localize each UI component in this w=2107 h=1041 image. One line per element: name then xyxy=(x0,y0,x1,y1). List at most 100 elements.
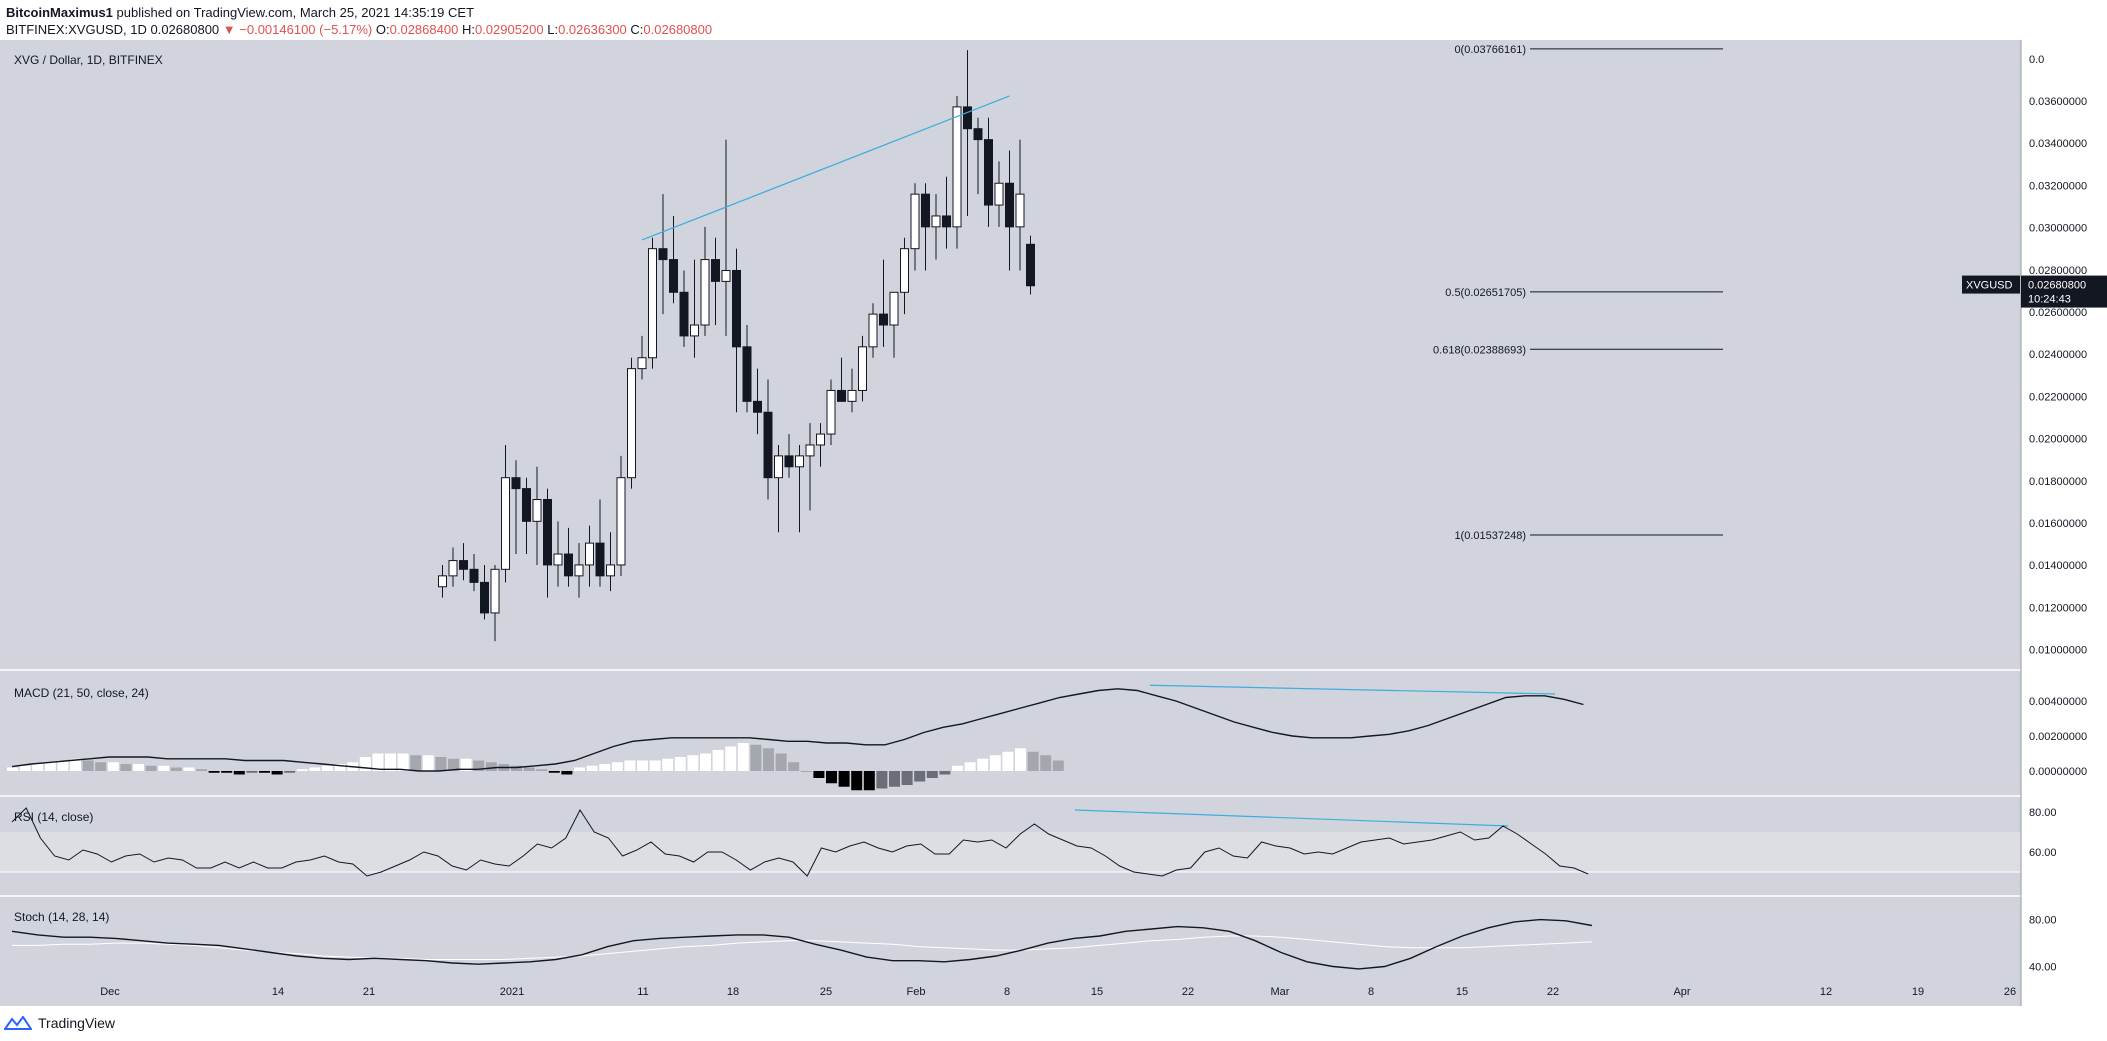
candle-body xyxy=(732,269,741,348)
macd-histogram-bar xyxy=(586,765,598,771)
macd-line xyxy=(11,688,1584,772)
candle-body xyxy=(595,542,605,577)
candle-body xyxy=(879,313,888,326)
candle-body xyxy=(721,269,731,282)
macd-histogram-bar xyxy=(473,760,485,771)
candle-body xyxy=(973,128,983,141)
close-value: 0.02680800 xyxy=(643,22,713,37)
candle-body xyxy=(774,455,783,479)
candle-body xyxy=(669,259,678,293)
macd-histogram-bar xyxy=(674,757,686,771)
time-tick-label: 18 xyxy=(727,986,739,998)
close-label: C: xyxy=(630,22,644,37)
candle-body xyxy=(910,193,920,250)
stoch-pane-title: Stoch (14, 28, 14) xyxy=(14,910,109,924)
time-tick-label: 12 xyxy=(1820,986,1832,998)
macd-histogram-bar xyxy=(107,762,119,771)
candle-body xyxy=(1015,193,1025,228)
macd-histogram-bar xyxy=(511,765,522,771)
rsi-pane-title: RSI (14, close) xyxy=(14,810,93,824)
candle-body xyxy=(900,248,909,293)
macd-histogram-bar xyxy=(410,755,422,771)
candle-body xyxy=(490,568,500,614)
time-tick-label: 26 xyxy=(2004,986,2016,998)
price-tick-label: 0.01400000 xyxy=(2029,560,2087,572)
macd-histogram-bar xyxy=(170,767,182,771)
candle-body xyxy=(679,291,689,337)
macd-histogram-bar xyxy=(939,771,951,775)
macd-histogram-bar xyxy=(322,765,333,771)
macd-histogram-bar xyxy=(1015,748,1026,771)
macd-histogram-bar xyxy=(611,762,623,771)
publisher-name[interactable]: BitcoinMaximus1 xyxy=(6,5,113,20)
macd-histogram-bar xyxy=(284,771,296,773)
candle-body xyxy=(963,106,972,130)
macd-histogram-bar xyxy=(246,771,258,773)
macd-tick-label: 0.00400000 xyxy=(2029,696,2087,708)
macd-histogram-bar xyxy=(158,765,170,771)
macd-histogram-bar xyxy=(133,764,144,771)
candle-body xyxy=(543,499,552,566)
candle-body xyxy=(522,488,531,522)
macd-histogram-bar xyxy=(838,771,850,787)
time-tick-label: 14 xyxy=(272,986,284,998)
macd-histogram-bar xyxy=(548,771,560,773)
macd-histogram-bar xyxy=(296,769,308,771)
fib-level-label: 0(0.03766161) xyxy=(1454,44,1526,56)
candles-group xyxy=(438,50,1035,642)
time-tick-label: Feb xyxy=(907,986,926,998)
price-axis xyxy=(2021,40,2107,1006)
rsi-divergence-line xyxy=(1074,809,1509,827)
macd-histogram-bar xyxy=(57,760,69,771)
candle-body xyxy=(868,313,878,348)
candle-body xyxy=(627,368,636,479)
axes: 0.0 0.03600000 0.03400000 0.03200000 0.03000… xyxy=(0,40,2107,1006)
price-tick-label: 0.0 xyxy=(2029,54,2044,66)
candle-body xyxy=(816,433,825,446)
candle-body xyxy=(438,575,447,588)
macd-histogram-bar xyxy=(334,764,346,771)
macd-histogram-bar xyxy=(876,771,888,789)
trendlines[interactable] xyxy=(641,95,1556,827)
candle-body xyxy=(637,357,647,370)
macd-histogram-bar xyxy=(7,767,18,771)
macd-histogram-bar xyxy=(800,771,812,772)
macd-histogram-bar xyxy=(964,762,976,771)
price-tick-label: 0.02800000 xyxy=(2029,265,2087,277)
high-label: H: xyxy=(461,22,475,37)
macd-histogram-bar xyxy=(460,758,472,771)
macd-histogram-bar xyxy=(989,755,1001,771)
price-tick-label: 0.01000000 xyxy=(2029,645,2087,657)
macd-histogram-bar xyxy=(637,760,648,771)
macd-histogram-bar xyxy=(422,755,434,771)
candle-body xyxy=(448,560,458,577)
candle-body xyxy=(532,499,542,522)
candle-body xyxy=(564,553,573,577)
candle-body xyxy=(889,291,899,326)
price-tick-label: 0.02000000 xyxy=(2029,434,2087,446)
candle-body xyxy=(1026,243,1035,287)
symbol-line: BITFINEX:XVGUSD, 1D 0.02680800 xyxy=(6,22,220,37)
macd-histogram-bar xyxy=(32,764,44,771)
candle-body xyxy=(753,400,762,413)
time-tick-label: 19 xyxy=(1912,986,1924,998)
time-tick-label: 11 xyxy=(637,986,648,998)
brand-name[interactable]: TradingView xyxy=(38,1015,116,1031)
macd-histogram-bar xyxy=(662,758,674,771)
publish-info: BitcoinMaximus1 published on TradingView… xyxy=(6,5,474,20)
macd-histogram-bar xyxy=(70,758,81,771)
price-trendline xyxy=(641,95,1010,241)
fib-retracement[interactable]: 0(0.03766161) 0.5(0.02651705) 0.618(0.0238… xyxy=(1433,44,1723,542)
price-tick-label: 0.03000000 xyxy=(2029,223,2087,235)
candle-body xyxy=(459,560,468,570)
price-tick-label: 0.02400000 xyxy=(2029,349,2087,361)
time-tick-label: Apr xyxy=(1673,986,1690,998)
time-tick-label: Dec xyxy=(100,986,120,998)
macd-histogram-bar xyxy=(977,758,989,771)
candle-body xyxy=(942,215,951,228)
candle-body xyxy=(690,324,699,337)
candle-body xyxy=(711,259,720,282)
macd-histogram-bar xyxy=(889,771,900,787)
chart-canvas[interactable]: 0(0.03766161) 0.5(0.02651705) 0.618(0.0238… xyxy=(0,40,2107,1010)
rsi-pane xyxy=(0,807,2021,877)
